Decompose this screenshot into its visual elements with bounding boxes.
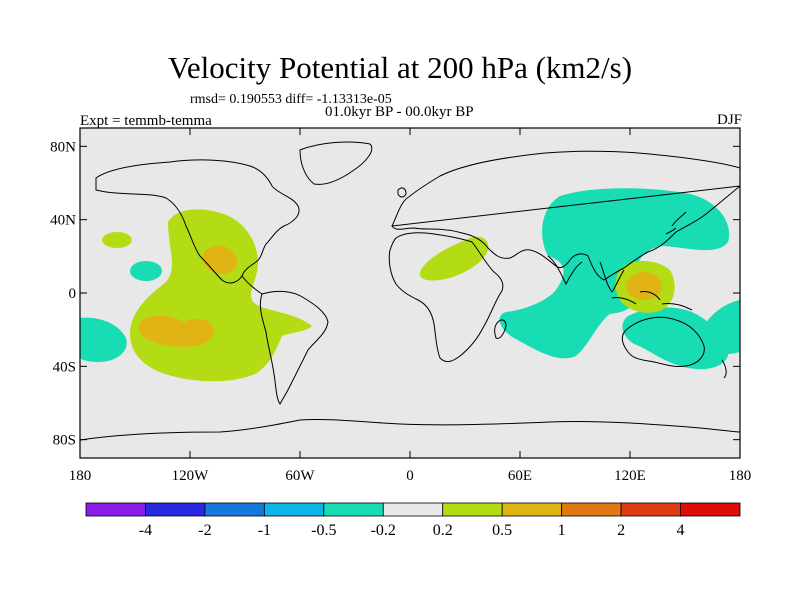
lat-tick-label: 0 — [69, 286, 77, 302]
colorbar: -4 -2 -1 -0.5 -0.2 0.2 0.5 1 2 4 — [85, 502, 741, 539]
lat-tick-label: 80N — [50, 139, 76, 155]
lon-tick-label: 0 — [406, 468, 414, 484]
colorbar-label: 4 — [677, 522, 685, 539]
colorbar-label: -1 — [258, 522, 271, 539]
colorbar-label: -2 — [198, 522, 211, 539]
season-label: DJF — [716, 112, 742, 128]
contour-strong-pacific-north — [203, 245, 238, 274]
contour-negative-dateline — [80, 317, 127, 362]
coast-central-america — [241, 275, 263, 295]
contour-negative-australia — [622, 307, 729, 370]
coast-antarctica — [80, 418, 740, 441]
lat-tick-label: 40N — [50, 213, 76, 229]
coast-japan — [665, 211, 687, 235]
contour-strong-warmpool — [626, 272, 662, 300]
contour-positive-africa — [419, 236, 489, 281]
coast-india — [547, 255, 583, 286]
lon-tick-label: 120E — [614, 468, 646, 484]
lon-tick-label: 60W — [285, 468, 315, 484]
lat-tick-label: 80S — [53, 433, 76, 449]
lon-tick-label: 120W — [172, 468, 210, 484]
colorbar-label: 0.2 — [433, 522, 453, 539]
colorbar-swatch — [85, 502, 146, 517]
latitude-axis: 80N 40N 0 40S 80S — [50, 139, 740, 449]
colorbar-label: 0.5 — [492, 522, 512, 539]
coast-eurasia — [391, 150, 740, 281]
coast-australia — [621, 316, 705, 367]
coast-british-isles — [397, 187, 407, 198]
stats-line: rmsd= 0.190553 diff= -1.13313e-05 — [190, 92, 392, 107]
lat-tick-label: 40S — [53, 359, 76, 375]
colorbar-swatch — [382, 502, 444, 517]
coast-indonesia — [611, 291, 693, 311]
coast-north-america — [95, 159, 300, 284]
colorbar-swatch — [323, 502, 384, 517]
colorbar-swatch — [204, 502, 265, 517]
lon-tick-label: 60E — [508, 468, 532, 484]
coast-new-zealand — [721, 359, 727, 379]
colorbar-swatch — [263, 502, 325, 517]
colorbar-label: 1 — [558, 522, 566, 539]
contour-positive-small — [102, 232, 132, 248]
colorbar-swatch — [561, 502, 622, 517]
colorbar-swatch — [620, 502, 681, 517]
map-title: Velocity Potential at 200 hPa (km2/s) — [167, 50, 633, 85]
coast-africa — [388, 232, 504, 363]
colorbar-swatch — [680, 502, 741, 517]
coast-greenland — [299, 141, 373, 185]
colorbar-swatch — [501, 502, 563, 517]
colorbar-swatch — [442, 502, 503, 517]
coastlines — [80, 141, 740, 441]
lon-tick-label: 180 — [69, 468, 92, 484]
lon-tick-label: 180 — [729, 468, 752, 484]
colorbar-label: -4 — [139, 522, 152, 539]
period-line: 01.0kyr BP - 00.0kyr BP — [325, 104, 474, 120]
coast-se-asia — [599, 261, 625, 293]
coast-south-america — [259, 290, 329, 405]
experiment-label: Expt = temmb-temma — [80, 113, 212, 129]
colorbar-swatch — [145, 502, 206, 517]
colorbar-label: 2 — [617, 522, 625, 539]
contour-negative-small — [130, 261, 162, 281]
colorbar-label: -0.5 — [311, 522, 336, 539]
coast-madagascar — [494, 319, 507, 339]
contour-strong-pacific-south — [138, 315, 214, 347]
longitude-axis: 180 120W 60W 0 60E 120E 180 — [69, 128, 752, 484]
colorbar-label: -0.2 — [371, 522, 396, 539]
